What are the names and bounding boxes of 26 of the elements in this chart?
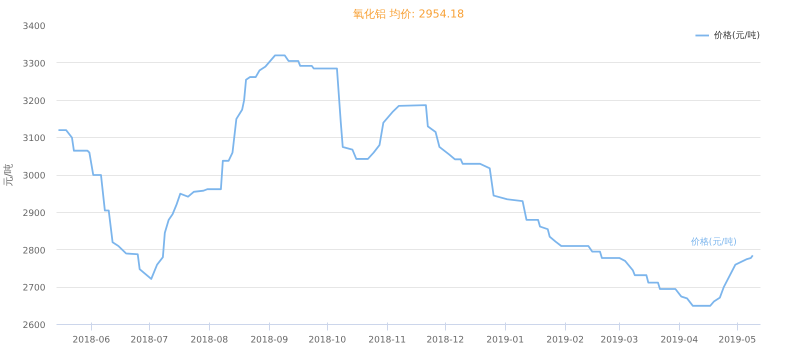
annotation: 价格(元/吨) bbox=[690, 236, 737, 248]
y-axis-title: 元/吨 bbox=[2, 163, 15, 187]
legend-label: 价格(元/吨) bbox=[714, 30, 760, 42]
y-tick-label: 3100 bbox=[22, 134, 46, 144]
x-tick-label: 2019-01 bbox=[486, 336, 524, 345]
y-tick-label: 2900 bbox=[22, 208, 46, 219]
y-tick-label: 2600 bbox=[22, 321, 46, 331]
x-tick-label: 2018-10 bbox=[308, 336, 346, 345]
y-tick-label: 3200 bbox=[22, 96, 46, 107]
x-tick-label: 2018-06 bbox=[72, 336, 110, 345]
x-tick-label: 2018-12 bbox=[426, 336, 464, 345]
y-tick-label: 2800 bbox=[22, 246, 46, 256]
y-tick-label: 3400 bbox=[22, 22, 46, 32]
x-tick-label: 2019-04 bbox=[660, 336, 698, 345]
y-tick-label: 3000 bbox=[22, 172, 46, 182]
x-tick-label: 2019-02 bbox=[546, 336, 584, 345]
x-tick-label: 2018-08 bbox=[190, 336, 228, 345]
x-tick-label: 2018-11 bbox=[368, 336, 406, 345]
x-tick-label: 2018-09 bbox=[250, 336, 288, 345]
y-tick-label: 2700 bbox=[22, 284, 46, 294]
x-tick-label: 2019-03 bbox=[600, 336, 638, 345]
x-tick-label: 2019-05 bbox=[718, 336, 756, 345]
line-series bbox=[58, 54, 754, 307]
y-tick-label: 3300 bbox=[22, 59, 46, 70]
x-tick-label: 2018-07 bbox=[130, 336, 168, 345]
chart-title: 氧化铝 均价: 2954.18 bbox=[352, 8, 464, 20]
